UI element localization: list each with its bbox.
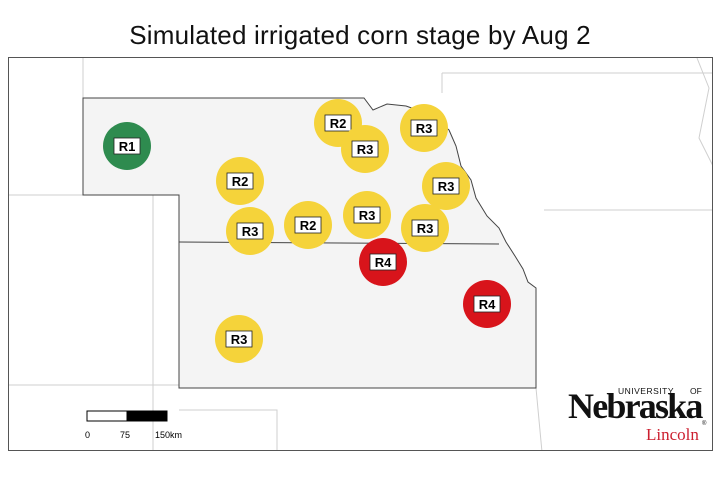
boundary-line [179,409,278,450]
logo-campus-text: Lincoln [646,425,699,444]
site-label-box [294,216,322,234]
site-marker-r3: R3 [343,191,391,239]
scale-label-0: 0 [85,430,90,440]
site-label: R3 [242,224,259,239]
site-label-box [226,172,254,190]
site-marker-r2: R2 [216,157,264,205]
site-label: R2 [300,218,317,233]
scale-bar-segment [86,410,128,422]
site-label-box [225,330,253,348]
site-marker-r3: R3 [400,104,448,152]
site-label: R3 [357,142,374,157]
site-label-box [324,114,352,132]
site-label-box [473,295,501,313]
site-label-box [432,177,460,195]
site-label: R1 [119,139,136,154]
site-marker-r4: R4 [359,238,407,286]
site-label-box [411,219,439,237]
state-boundaries [9,58,712,450]
map-frame: R1 R2 R3 R3 R3 R2 R3 R2 R3 R3 R4 R4 R3 0 75 150km [8,57,713,451]
site-label: R3 [416,121,433,136]
scale-bar: 0 75 150km [85,410,182,440]
site-label-box [410,119,438,137]
map-title: Simulated irrigated corn stage by Aug 2 [129,20,591,50]
logo-of-text: OF [690,386,702,396]
site-marker-r3: R3 [215,315,263,363]
scale-label-75: 75 [120,430,130,440]
site-label-box [369,253,397,271]
site-marker-r2: R2 [284,201,332,249]
site-label-box [113,137,141,155]
site-marker-r3: R3 [401,204,449,252]
site-label: R4 [479,297,496,312]
site-label: R3 [231,332,248,347]
logo-wordmark: Nebraska [568,386,703,426]
site-marker-r3: R3 [422,162,470,210]
site-label: R2 [232,174,249,189]
scale-bar-segment [126,410,168,422]
site-marker-r4: R4 [463,280,511,328]
map-canvas: R1 R2 R3 R3 R3 R2 R3 R2 R3 R3 R4 R4 R3 0 75 150km [9,58,712,450]
site-markers: R1 R2 R3 R3 R3 R2 R3 R2 R3 R3 R4 R4 R3 [103,99,511,363]
logo-registered-mark: ® [702,421,707,427]
boundary-line [696,58,712,166]
logo-university-text: UNIVERSITY [618,386,675,396]
site-marker-r3: R3 [341,125,389,173]
site-label: R4 [375,255,392,270]
site-label: R2 [330,116,347,131]
site-label: R3 [359,208,376,223]
site-marker-r3: R3 [226,207,274,255]
site-label-box [236,222,264,240]
site-marker-r1: R1 [103,122,151,170]
boundary-line [535,387,543,450]
site-label: R3 [438,179,455,194]
university-logo: UNIVERSITY OF Nebraska ® Lincoln [566,383,711,445]
site-label-box [351,140,379,158]
site-label-box [353,206,381,224]
site-label: R3 [417,221,434,236]
scale-label-150km: 150km [155,430,182,440]
